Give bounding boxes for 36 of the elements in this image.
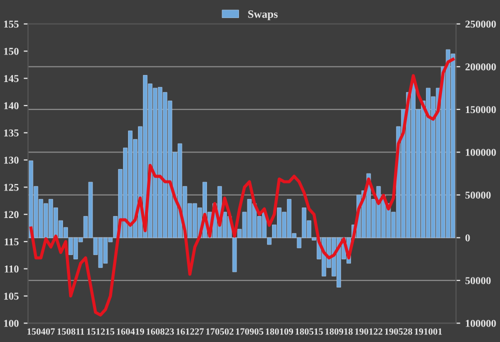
y-tick-label: 145 — [4, 75, 19, 82]
x-tick-label: 180515 — [296, 328, 323, 335]
x-tick-label: 190122 — [355, 328, 382, 335]
x-tick-label: 150407 — [28, 328, 55, 335]
x-tick-label: 170502 — [206, 328, 234, 335]
x-tick-label: 190528 — [384, 328, 412, 335]
line-series — [29, 58, 455, 317]
y-tick-label: 100 — [4, 320, 19, 327]
y2-tick-label: 50000 — [465, 277, 491, 284]
x-tick-label: 170905 — [236, 328, 264, 335]
y-tick-label: 105 — [4, 292, 19, 300]
y2-tick-label: 150000 — [466, 106, 496, 114]
y2-tick-label: 100000 — [466, 148, 496, 156]
y-tick-label: 135 — [4, 129, 19, 136]
y2-tick-label: 100000 — [466, 320, 496, 327]
y-tick-label: 115 — [4, 238, 19, 246]
y-tick-label: 150 — [4, 48, 19, 55]
y-tick-label: 110 — [4, 265, 19, 272]
y-tick-label: 120 — [4, 211, 19, 218]
legend-label: Swaps — [248, 10, 278, 20]
x-tick-label: 161227 — [176, 328, 204, 335]
x-tick-label: 150811 — [58, 328, 84, 335]
x-tick-label: 191001 — [414, 328, 442, 335]
y-tick-label: 125 — [4, 184, 19, 191]
y-tick-label: 155 — [4, 20, 19, 28]
y2-tick-label: 50000 — [465, 192, 491, 199]
x-tick-label: 180109 — [266, 328, 294, 335]
y2-tick-label: 250000 — [465, 20, 496, 28]
x-tick-label: 160823 — [146, 328, 174, 335]
y-tick-label: 140 — [4, 102, 19, 110]
x-tick-label: 180918 — [325, 328, 353, 335]
y2-tick-label: 0 — [465, 234, 470, 242]
x-tick-label: 160419 — [116, 328, 144, 335]
y2-tick-label: 200000 — [465, 63, 496, 70]
y-tick-label: 130 — [4, 156, 19, 164]
x-tick-label: 151215 — [87, 328, 114, 335]
